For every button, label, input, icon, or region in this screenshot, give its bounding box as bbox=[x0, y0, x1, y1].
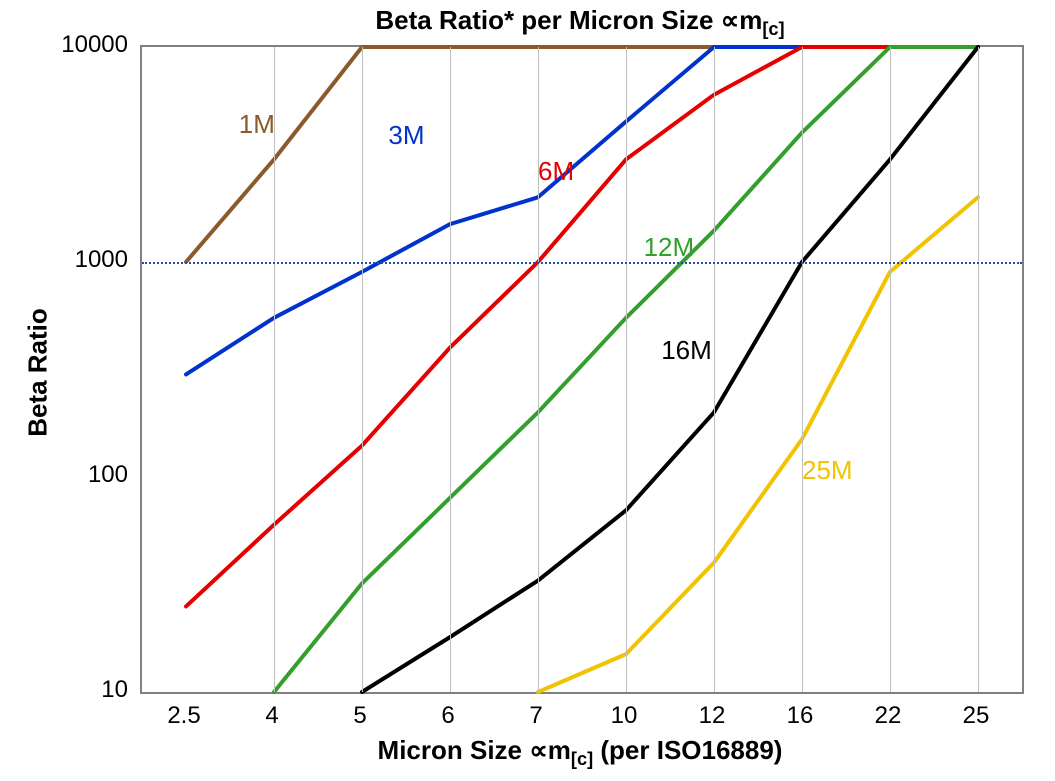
gridline-v bbox=[714, 47, 715, 692]
gridline-v bbox=[274, 47, 275, 692]
xtick-label: 25 bbox=[963, 702, 990, 730]
plot-area: 1M 3M 6M 12M 16M 25M bbox=[140, 45, 1024, 694]
series-label-25M: 25M bbox=[802, 455, 853, 486]
series-label-6M: 6M bbox=[538, 156, 574, 187]
series-line-16M bbox=[362, 47, 978, 692]
xtick-label: 12 bbox=[699, 702, 726, 730]
chart-title: Beta Ratio* per Micron Size ∝m[c] bbox=[140, 5, 1020, 40]
xtick-label: 7 bbox=[529, 702, 542, 730]
ytick-label: 10000 bbox=[61, 31, 128, 59]
ytick-label: 100 bbox=[88, 461, 128, 489]
series-label-12M: 12M bbox=[644, 232, 695, 263]
xtick-label: 4 bbox=[265, 702, 278, 730]
series-line-25M bbox=[538, 197, 978, 692]
x-axis-label: Micron Size ∝m[c] (per ISO16889) bbox=[140, 735, 1020, 770]
y-axis-label: Beta Ratio bbox=[23, 173, 54, 573]
xtick-label: 6 bbox=[441, 702, 454, 730]
xtick-label: 5 bbox=[353, 702, 366, 730]
gridline-v bbox=[362, 47, 363, 692]
xtick-label: 16 bbox=[787, 702, 814, 730]
series-label-16M: 16M bbox=[661, 335, 712, 366]
series-label-3M: 3M bbox=[388, 120, 424, 151]
xtick-label: 2.5 bbox=[167, 702, 200, 730]
gridline-v bbox=[450, 47, 451, 692]
gridline-v bbox=[626, 47, 627, 692]
reference-line bbox=[142, 262, 1022, 264]
gridline-v bbox=[538, 47, 539, 692]
beta-ratio-chart: Beta Ratio* per Micron Size ∝m[c] Micron… bbox=[0, 0, 1055, 781]
xtick-label: 22 bbox=[875, 702, 902, 730]
gridline-v bbox=[978, 47, 979, 692]
gridline-v bbox=[890, 47, 891, 692]
series-label-1M: 1M bbox=[239, 109, 275, 140]
xtick-label: 10 bbox=[611, 702, 638, 730]
ytick-label: 10 bbox=[101, 676, 128, 704]
ytick-label: 1000 bbox=[75, 246, 128, 274]
gridline-v bbox=[802, 47, 803, 692]
